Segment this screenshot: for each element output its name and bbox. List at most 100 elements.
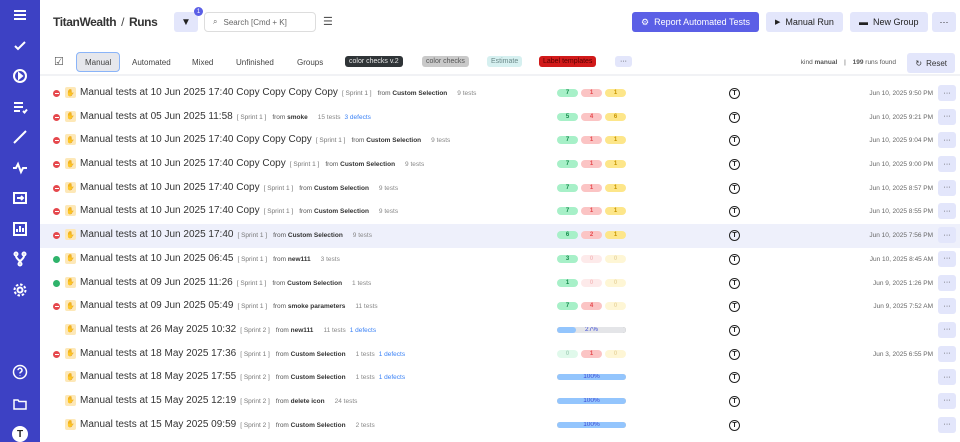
run-title[interactable]: Manual tests at 10 Jun 2025 06:45 [80, 252, 234, 264]
table-row[interactable]: ✋ Manual tests at 15 May 2025 12:19 [ Sp… [40, 390, 960, 414]
branch-icon[interactable] [0, 244, 40, 275]
run-title-line[interactable]: Manual tests at 10 Jun 2025 17:40 [ Spri… [80, 229, 376, 240]
select-all-icon[interactable]: ☑ [54, 56, 64, 68]
labels-more-button[interactable]: ··· [615, 56, 632, 67]
search-input[interactable]: ⌕ Search [Cmd + K] [204, 12, 316, 32]
run-title-line[interactable]: Manual tests at 10 Jun 2025 17:40 Copy [… [80, 205, 402, 216]
gear-icon[interactable] [0, 275, 40, 306]
table-row[interactable]: ✋ Manual tests at 18 May 2025 17:36 [ Sp… [40, 343, 960, 367]
menu-icon[interactable] [0, 0, 40, 31]
table-row[interactable]: ✋ Manual tests at 10 Jun 2025 17:40 [ Sp… [40, 224, 960, 248]
row-more-button[interactable]: ··· [938, 179, 956, 196]
run-title-line[interactable]: Manual tests at 18 May 2025 17:36 [ Spri… [80, 348, 405, 359]
run-title-line[interactable]: Manual tests at 09 Jun 2025 05:49 [ Spri… [80, 300, 382, 311]
table-row[interactable]: ✋ Manual tests at 26 May 2025 10:32 [ Sp… [40, 319, 960, 343]
row-more-button[interactable]: ··· [938, 108, 956, 125]
more-button[interactable]: ··· [932, 12, 956, 32]
table-row[interactable]: ✋ Manual tests at 18 May 2025 17:55 [ Sp… [40, 366, 960, 390]
source-name: Custom Selection [392, 90, 448, 97]
row-more-button[interactable]: ··· [938, 203, 956, 220]
row-more-button[interactable]: ··· [938, 369, 956, 386]
defects-link[interactable]: 1 defects [349, 326, 377, 334]
table-row[interactable]: ✋ Manual tests at 05 Jun 2025 11:58 [ Sp… [40, 106, 960, 130]
run-title-line[interactable]: Manual tests at 10 Jun 2025 17:40 Copy C… [80, 158, 428, 169]
label-color-checks[interactable]: color checks [422, 56, 469, 67]
run-title[interactable]: Manual tests at 10 Jun 2025 17:40 Copy C… [80, 158, 286, 170]
tab-mixed[interactable]: Mixed [192, 57, 214, 67]
run-title-line[interactable]: Manual tests at 26 May 2025 10:32 [ Spri… [80, 324, 376, 335]
filter-button[interactable]: ▼ [174, 12, 198, 32]
run-title-line[interactable]: Manual tests at 15 May 2025 09:59 [ Spri… [80, 419, 379, 430]
tab-groups[interactable]: Groups [297, 57, 324, 67]
run-title[interactable]: Manual tests at 18 May 2025 17:36 [80, 347, 237, 359]
run-title-line[interactable]: Manual tests at 10 Jun 2025 17:40 Copy [… [80, 182, 402, 193]
manual-run-icon: ✋ [65, 276, 76, 288]
run-title-line[interactable]: Manual tests at 10 Jun 2025 06:45 [ Spri… [80, 253, 344, 264]
run-title-line[interactable]: Manual tests at 09 Jun 2025 11:26 [ Spri… [80, 277, 375, 288]
play-icon[interactable] [0, 61, 40, 92]
check-icon[interactable] [0, 31, 40, 62]
row-more-button[interactable]: ··· [938, 227, 956, 244]
run-title[interactable]: Manual tests at 10 Jun 2025 17:40 [80, 229, 234, 241]
run-title[interactable]: Manual tests at 09 Jun 2025 05:49 [80, 300, 234, 312]
row-more-button[interactable]: ··· [938, 274, 956, 291]
label-estimate[interactable]: Estimate [487, 56, 523, 67]
table-row[interactable]: ✋ Manual tests at 10 Jun 2025 17:40 Copy… [40, 129, 960, 153]
tab-unfinished[interactable]: Unfinished [236, 57, 274, 67]
tab-manual[interactable]: Manual [76, 52, 121, 72]
row-more-button[interactable]: ··· [938, 132, 956, 149]
run-title[interactable]: Manual tests at 10 Jun 2025 17:40 Copy C… [80, 87, 338, 98]
run-title[interactable]: Manual tests at 09 Jun 2025 11:26 [80, 276, 233, 288]
run-title[interactable]: Manual tests at 26 May 2025 10:32 [80, 323, 237, 335]
sliders-icon[interactable]: ☰ [323, 16, 333, 28]
run-title-line[interactable]: Manual tests at 10 Jun 2025 17:40 Copy C… [80, 87, 480, 98]
row-more-button[interactable]: ··· [938, 250, 956, 267]
row-more-button[interactable]: ··· [938, 392, 956, 409]
trend-icon[interactable] [0, 122, 40, 153]
row-more-button[interactable]: ··· [938, 85, 956, 101]
manual-run-button[interactable]: ▶ Manual Run [766, 12, 843, 32]
table-row[interactable]: ✋ Manual tests at 10 Jun 2025 17:40 Copy… [40, 177, 960, 201]
table-row[interactable]: ✋ Manual tests at 10 Jun 2025 17:40 Copy… [40, 153, 960, 177]
run-title[interactable]: Manual tests at 10 Jun 2025 17:40 Copy C… [80, 134, 312, 146]
run-title[interactable]: Manual tests at 10 Jun 2025 17:40 Copy [80, 181, 260, 193]
row-more-button[interactable]: ··· [938, 345, 956, 362]
label-templates[interactable]: Label templates [539, 56, 597, 67]
folder-icon[interactable] [0, 396, 40, 412]
run-title[interactable]: Manual tests at 10 Jun 2025 17:40 Copy [80, 205, 260, 217]
run-title-line[interactable]: Manual tests at 10 Jun 2025 17:40 Copy C… [80, 134, 454, 145]
defects-link[interactable]: 3 defects [344, 113, 371, 121]
run-title-line[interactable]: Manual tests at 05 Jun 2025 11:58 [ Spri… [80, 111, 371, 122]
table-row[interactable]: ✋ Manual tests at 15 May 2025 09:59 [ Sp… [40, 414, 960, 438]
defects-link[interactable]: 1 defects [378, 350, 406, 358]
import-icon[interactable] [0, 183, 40, 214]
chart-icon[interactable] [0, 214, 40, 245]
sprint-label: [ Sprint 1 ] [236, 113, 267, 121]
table-row[interactable]: ✋ Manual tests at 09 Jun 2025 05:49 [ Sp… [40, 295, 960, 319]
table-row[interactable]: ✋ Manual tests at 10 Jun 2025 06:45 [ Sp… [40, 248, 960, 272]
run-title[interactable]: Manual tests at 05 Jun 2025 11:58 [80, 110, 233, 122]
help-icon[interactable] [0, 364, 40, 380]
row-more-button[interactable]: ··· [938, 416, 956, 433]
pulse-icon[interactable] [0, 153, 40, 184]
table-row[interactable]: ✋ Manual tests at 10 Jun 2025 17:40 Copy… [40, 200, 960, 224]
tab-automated[interactable]: Automated [132, 57, 171, 67]
new-group-button[interactable]: ▬ New Group [850, 12, 928, 32]
defects-link[interactable]: 1 defects [378, 374, 406, 382]
list-icon[interactable] [0, 92, 40, 123]
avatar[interactable]: T [0, 426, 40, 442]
run-title[interactable]: Manual tests at 18 May 2025 17:55 [80, 371, 237, 383]
row-more-button[interactable]: ··· [938, 156, 956, 173]
run-title-line[interactable]: Manual tests at 18 May 2025 17:55 [ Spri… [80, 371, 405, 382]
label-color-checks-v2[interactable]: color checks v.2 [345, 56, 403, 67]
run-title-line[interactable]: Manual tests at 15 May 2025 12:19 [ Spri… [80, 395, 361, 406]
run-title[interactable]: Manual tests at 15 May 2025 12:19 [80, 394, 237, 406]
run-title[interactable]: Manual tests at 15 May 2025 09:59 [80, 418, 237, 430]
table-row[interactable]: ✋ Manual tests at 10 Jun 2025 17:40 Copy… [40, 82, 960, 106]
report-automated-tests-button[interactable]: ⚙ Report Automated Tests [632, 12, 759, 32]
row-more-button[interactable]: ··· [938, 321, 956, 338]
reset-button[interactable]: ↻ Reset [907, 53, 955, 73]
table-row[interactable]: ✋ Manual tests at 09 Jun 2025 11:26 [ Sp… [40, 272, 960, 296]
row-more-button[interactable]: ··· [938, 298, 956, 315]
breadcrumb-project[interactable]: TitanWealth [53, 15, 117, 29]
